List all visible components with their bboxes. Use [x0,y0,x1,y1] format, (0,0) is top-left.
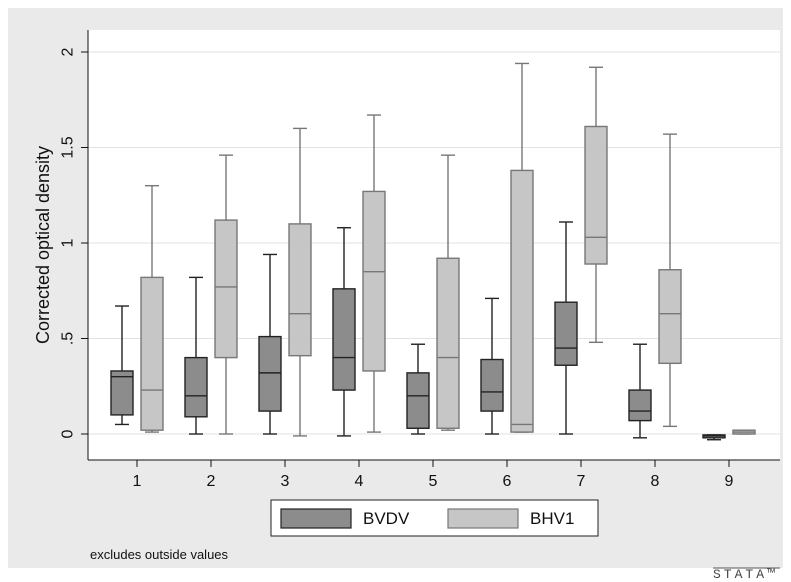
box-iqr [554,301,578,366]
x-tick-label: 8 [651,473,660,490]
box-bhv1-5 [436,154,460,431]
y-axis-label: Corrected optical density [33,146,53,344]
x-tick-label: 6 [503,473,512,490]
x-tick-label: 7 [577,473,586,490]
box-bvdv-8 [628,343,652,439]
x-tick-label: 5 [429,473,438,490]
box-iqr [184,356,208,418]
box-iqr [332,288,356,391]
x-tick-label: 2 [207,473,216,490]
y-tick-label: 1 [60,238,77,247]
legend-swatch-bvdv [280,508,352,529]
box-bvdv-1 [110,305,134,426]
x-tick-label: 9 [725,473,734,490]
box-iqr [362,190,386,372]
box-iqr [584,125,608,265]
box-iqr [510,169,534,433]
legend-label-bvdv: BVDV [363,509,410,528]
stata-logo-text: STATA™ [713,567,778,582]
y-tick-label: 2 [60,47,77,56]
box-iqr [436,257,460,429]
box-bvdv-5 [406,343,430,435]
box-bhv1-6 [510,62,534,433]
legend-swatch-bhv1 [447,508,519,529]
box-bhv1-7 [584,66,608,344]
box-bvdv-9 [702,434,726,441]
x-tick-label: 4 [355,473,364,490]
axes: 0 .5 1 1.5 2 1 2 3 4 5 6 7 8 9 [60,30,780,490]
box-iqr [110,370,134,416]
box-bhv1-8 [658,133,682,428]
box-bvdv-4 [332,227,356,437]
box-bhv1-2 [214,154,238,435]
box-marks [110,62,756,441]
box-bhv1-3 [288,127,312,437]
y-tick-label: 1.5 [60,136,77,158]
box-iqr [480,358,504,412]
y-tick-label: 0 [60,429,77,438]
box-iqr [214,219,238,359]
box-iqr [140,276,164,431]
stata-logo: STATA™ [713,567,780,582]
legend-label-bhv1: BHV1 [530,509,574,528]
box-bhv1-4 [362,114,386,433]
x-tick-label: 3 [281,473,290,490]
chart-note: excludes outside values [90,547,229,562]
gridlines [88,51,780,435]
box-bvdv-3 [258,253,282,435]
x-tick-label: 1 [133,473,142,490]
box-iqr [628,389,652,422]
box-iqr [406,372,430,429]
box-bvdv-6 [480,297,504,435]
y-tick-label: .5 [60,332,77,345]
box-bvdv-7 [554,221,578,435]
box-bhv1-1 [140,184,164,433]
box-iqr [258,335,282,412]
legend: BVDV BHV1 [270,499,599,537]
box-iqr [288,223,312,357]
box-iqr [658,269,682,365]
box-bvdv-2 [184,276,208,435]
box-bhv1-9 [732,429,756,435]
